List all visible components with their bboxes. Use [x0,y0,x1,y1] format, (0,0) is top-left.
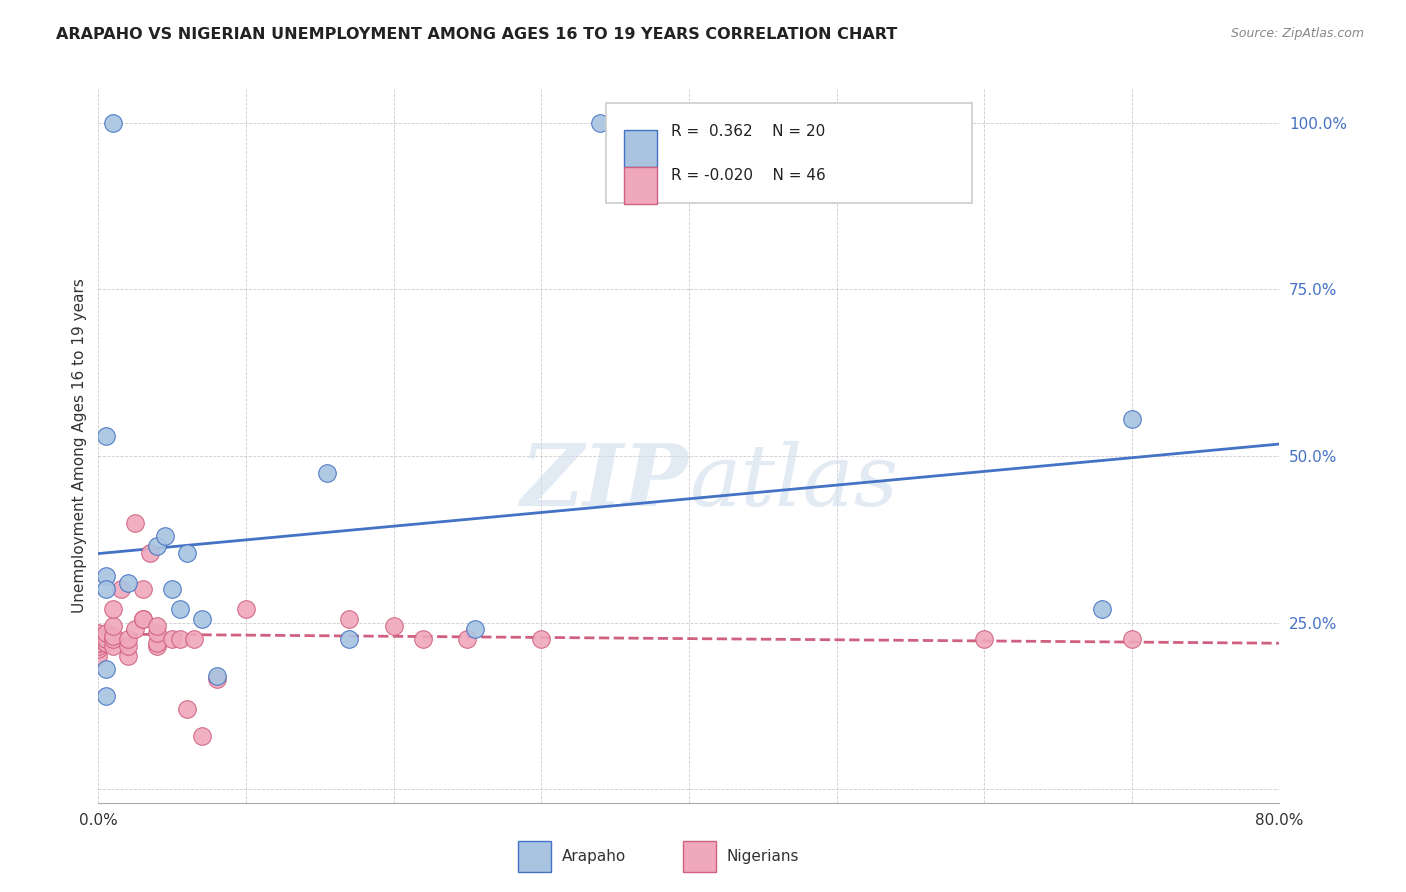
Point [1121,632,1143,647]
Bar [683,840,716,872]
Point [1121,412,1143,426]
Point [94,429,117,443]
Point [176,546,198,560]
Point [973,632,995,647]
Point [169,632,191,647]
Point [162,632,183,647]
Point [176,702,198,716]
Point [530,632,553,647]
Text: R =  0.362    N = 20: R = 0.362 N = 20 [671,124,825,139]
Point [316,466,339,480]
Point [412,632,434,647]
Point [382,619,405,633]
Point [94,636,117,650]
Y-axis label: Unemployment Among Ages 16 to 19 years: Unemployment Among Ages 16 to 19 years [72,278,87,614]
Point [103,629,125,643]
Text: Arapaho: Arapaho [561,849,626,863]
Point [1091,602,1114,616]
Point [146,619,169,633]
FancyBboxPatch shape [606,103,973,203]
Point [117,575,139,590]
Text: atlas: atlas [689,441,898,523]
Point [205,673,228,687]
Point [103,632,125,647]
Point [124,516,146,530]
Point [103,619,125,633]
Point [87,642,110,657]
Point [94,582,117,597]
Point [124,623,146,637]
Point [146,625,169,640]
Point [117,639,139,653]
Point [94,662,117,676]
Point [87,625,110,640]
Bar [624,130,657,167]
Point [94,625,117,640]
Point [191,729,214,743]
Point [162,582,183,597]
Point [103,639,125,653]
Point [87,636,110,650]
Point [183,632,205,647]
Point [337,612,360,626]
Point [103,115,125,129]
Point [87,636,110,650]
Point [94,689,117,703]
Bar [517,840,551,872]
Point [87,639,110,653]
Text: ZIP: ZIP [522,440,689,524]
Point [191,612,214,626]
Point [153,529,176,543]
Point [132,612,155,626]
Point [103,602,125,616]
Point [146,636,169,650]
Point [87,632,110,647]
Point [337,632,360,647]
Text: R = -0.020    N = 46: R = -0.020 N = 46 [671,168,825,183]
Point [117,649,139,664]
Point [146,539,169,553]
Point [146,639,169,653]
Point [94,569,117,583]
Point [132,612,155,626]
Point [589,115,612,129]
Point [235,602,257,616]
Point [464,623,486,637]
Point [139,546,162,560]
Point [205,669,228,683]
Point [110,582,132,597]
Point [169,602,191,616]
Text: Nigerians: Nigerians [727,849,799,863]
Text: ARAPAHO VS NIGERIAN UNEMPLOYMENT AMONG AGES 16 TO 19 YEARS CORRELATION CHART: ARAPAHO VS NIGERIAN UNEMPLOYMENT AMONG A… [56,27,897,42]
Point [456,632,478,647]
Point [87,649,110,664]
Point [87,629,110,643]
Point [87,629,110,643]
Text: Source: ZipAtlas.com: Source: ZipAtlas.com [1230,27,1364,40]
Point [117,632,139,647]
Point [132,582,155,597]
Bar [624,167,657,204]
Point [94,632,117,647]
Point [87,636,110,650]
